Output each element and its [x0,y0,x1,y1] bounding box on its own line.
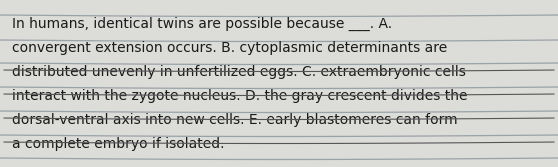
Text: convergent extension occurs. B. cytoplasmic determinants are: convergent extension occurs. B. cytoplas… [12,41,448,55]
Text: In humans, identical twins are possible because ___. A.: In humans, identical twins are possible … [12,17,392,31]
Text: interact with the zygote nucleus. D. the gray crescent divides the: interact with the zygote nucleus. D. the… [12,89,468,103]
Text: a complete embryo if isolated.: a complete embryo if isolated. [12,137,224,151]
Text: dorsal-ventral axis into new cells. E. early blastomeres can form: dorsal-ventral axis into new cells. E. e… [12,113,458,127]
Text: distributed unevenly in unfertilized eggs. C. extraembryonic cells: distributed unevenly in unfertilized egg… [12,65,466,79]
